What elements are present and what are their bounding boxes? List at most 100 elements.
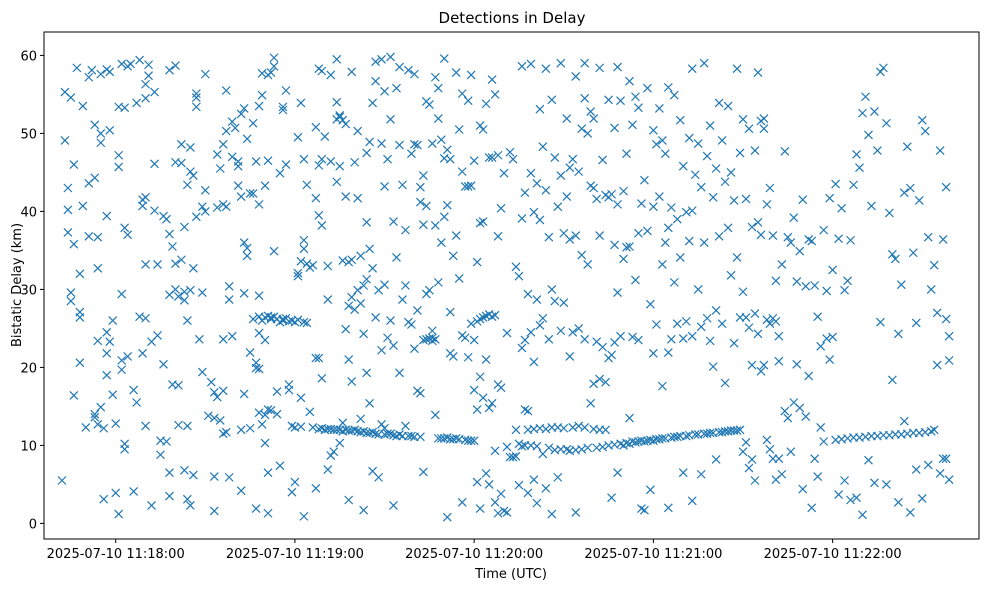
data-point: [914, 196, 924, 205]
data-point: [663, 348, 673, 358]
data-point: [881, 479, 891, 489]
data-point: [840, 476, 849, 485]
data-point: [568, 327, 578, 337]
data-point: [257, 68, 267, 78]
data-point: [254, 101, 264, 111]
data-point: [672, 319, 682, 329]
data-point: [245, 348, 255, 358]
data-point: [191, 212, 201, 222]
data-point: [245, 423, 255, 433]
data-point: [834, 234, 844, 244]
data-point: [583, 260, 593, 269]
data-point: [293, 268, 303, 278]
data-point: [613, 468, 622, 478]
data-point: [855, 163, 864, 173]
data-point: [780, 406, 790, 416]
data-point: [278, 314, 288, 324]
data-point: [230, 123, 240, 133]
data-point: [747, 360, 757, 370]
data-point: [607, 350, 616, 360]
data-point: [905, 508, 915, 517]
data-point: [577, 250, 587, 260]
data-point: [490, 446, 500, 456]
data-point: [589, 183, 599, 193]
data-point: [616, 331, 625, 341]
data-point: [941, 454, 951, 464]
data-point: [242, 134, 252, 144]
data-point: [795, 246, 805, 256]
data-point: [317, 154, 327, 164]
data-point: [341, 119, 351, 129]
data-point: [493, 231, 503, 241]
data-point: [640, 175, 649, 185]
data-point: [224, 295, 234, 304]
data-point: [445, 307, 455, 317]
data-point: [640, 437, 649, 446]
data-point: [732, 426, 742, 436]
data-point: [541, 483, 551, 493]
data-point: [263, 468, 273, 478]
data-point: [786, 447, 796, 457]
data-point: [159, 359, 168, 369]
data-point: [696, 182, 706, 192]
data-point: [631, 437, 640, 447]
data-point: [541, 424, 551, 434]
data-point: [401, 421, 410, 431]
data-point: [377, 345, 386, 355]
data-point: [254, 199, 264, 209]
data-point: [681, 207, 691, 217]
data-point: [696, 322, 706, 332]
data-point: [705, 121, 715, 131]
data-point: [266, 68, 276, 77]
data-point: [472, 257, 482, 267]
data-point: [365, 398, 375, 408]
data-point: [197, 288, 207, 297]
data-point: [260, 335, 270, 345]
data-point: [176, 255, 186, 265]
data-point: [194, 334, 204, 344]
data-point: [580, 93, 590, 103]
data-point: [657, 135, 667, 145]
data-point: [389, 341, 398, 350]
data-point: [637, 199, 646, 209]
data-point: [878, 63, 888, 73]
data-point: [108, 316, 118, 326]
data-point: [407, 431, 416, 441]
data-point: [269, 53, 279, 63]
data-point: [188, 470, 198, 480]
y-tick-label: 60: [20, 49, 37, 64]
data-point: [90, 412, 100, 422]
data-point: [487, 398, 497, 408]
data-point: [642, 83, 652, 93]
data-point: [780, 146, 790, 156]
data-point: [409, 69, 419, 79]
data-point: [386, 52, 395, 62]
data-point: [454, 274, 464, 283]
data-point: [669, 90, 679, 100]
data-point: [383, 429, 392, 439]
data-point: [418, 171, 428, 180]
data-point: [81, 423, 91, 432]
data-point: [278, 105, 288, 115]
data-point: [714, 231, 724, 241]
data-point: [224, 281, 234, 291]
data-point: [407, 149, 416, 159]
data-point: [433, 277, 443, 287]
data-point: [804, 371, 814, 381]
data-point: [144, 71, 153, 81]
data-point: [541, 64, 551, 74]
data-point: [690, 430, 700, 439]
data-point: [547, 95, 557, 105]
data-point: [487, 75, 497, 85]
data-point: [678, 334, 688, 343]
data-point: [801, 412, 811, 421]
data-point: [484, 479, 494, 489]
data-point: [469, 436, 479, 446]
data-point: [278, 102, 288, 112]
data-point: [881, 118, 891, 128]
data-point: [559, 423, 569, 433]
data-point: [242, 251, 252, 261]
data-point: [96, 69, 106, 79]
data-point: [496, 489, 506, 499]
data-point: [75, 313, 85, 322]
